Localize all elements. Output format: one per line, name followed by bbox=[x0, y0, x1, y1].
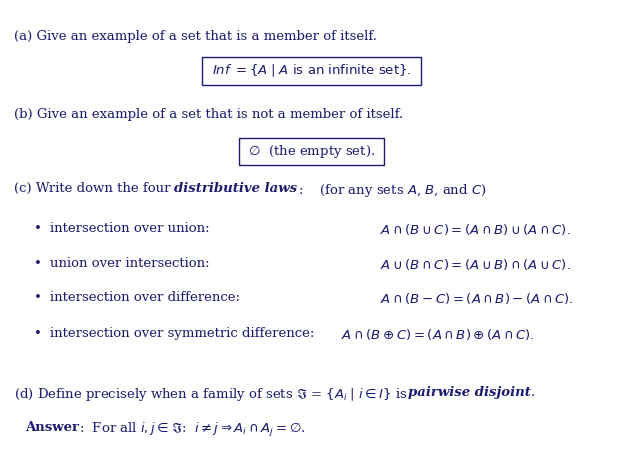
Text: •: • bbox=[34, 327, 42, 340]
Text: intersection over difference:: intersection over difference: bbox=[50, 291, 240, 305]
Text: •: • bbox=[34, 291, 42, 305]
Text: $A\cap(B\oplus C)=(A\cap B)\oplus(A\cap C).$: $A\cap(B\oplus C)=(A\cap B)\oplus(A\cap … bbox=[341, 327, 535, 342]
Text: $\varnothing\ $ (the empty set).: $\varnothing\ $ (the empty set). bbox=[248, 143, 375, 160]
FancyBboxPatch shape bbox=[202, 57, 421, 85]
Text: $A\cap(B-C)=(A\cap B)-(A\cap C).$: $A\cap(B-C)=(A\cap B)-(A\cap C).$ bbox=[380, 291, 574, 306]
Text: union over intersection:: union over intersection: bbox=[50, 257, 209, 270]
Text: (a) Give an example of a set that is a member of itself.: (a) Give an example of a set that is a m… bbox=[14, 30, 377, 43]
Text: (d) Define precisely when a family of sets $\mathfrak{I}$ = $\{A_i\mid i\in I\}$: (d) Define precisely when a family of se… bbox=[14, 386, 408, 403]
Text: (c) Write down the four: (c) Write down the four bbox=[14, 182, 174, 195]
Text: distributive laws: distributive laws bbox=[174, 182, 298, 195]
Text: $A\cup(B\cap C)=(A\cup B)\cap(A\cup C).$: $A\cup(B\cap C)=(A\cup B)\cap(A\cup C).$ bbox=[380, 257, 571, 271]
Text: .: . bbox=[531, 386, 535, 399]
Text: intersection over union:: intersection over union: bbox=[50, 222, 209, 236]
Text: :    (for any sets $A$, $B$, and $C$): : (for any sets $A$, $B$, and $C$) bbox=[298, 182, 486, 198]
Text: $A\cap(B\cup C)=(A\cap B)\cup(A\cap C).$: $A\cap(B\cup C)=(A\cap B)\cup(A\cap C).$ bbox=[380, 222, 571, 237]
Text: •: • bbox=[34, 222, 42, 236]
Text: $\mathit{Inf}\ =\{A\mid A\ \mathrm{is\ an\ infinite\ set}\}.$: $\mathit{Inf}\ =\{A\mid A\ \mathrm{is\ a… bbox=[212, 63, 411, 79]
FancyBboxPatch shape bbox=[239, 138, 384, 165]
Text: intersection over symmetric difference:: intersection over symmetric difference: bbox=[50, 327, 314, 340]
Text: pairwise disjoint: pairwise disjoint bbox=[408, 386, 531, 399]
Text: (b) Give an example of a set that is not a member of itself.: (b) Give an example of a set that is not… bbox=[14, 108, 403, 121]
Text: •: • bbox=[34, 257, 42, 270]
Text: :  For all $i,j\in\mathfrak{I}$:  $i\neq j\Rightarrow A_i\cap A_j=\varnothing$.: : For all $i,j\in\mathfrak{I}$: $i\neq j… bbox=[79, 421, 305, 439]
Text: Answer: Answer bbox=[25, 421, 79, 434]
